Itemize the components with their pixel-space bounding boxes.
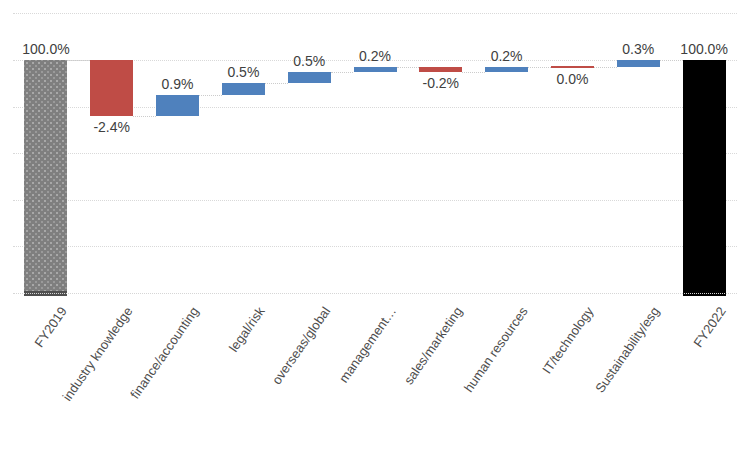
data-label-sales-marketing: -0.2%: [406, 76, 476, 91]
x-axis-label-overseas-global: overseas/global: [269, 304, 334, 387]
x-axis-label-management: management…: [336, 304, 399, 385]
bar-fy2019: [24, 60, 67, 295]
gridline-102: [13, 13, 737, 14]
x-axis-label-finance-accounting: finance/accounting: [127, 304, 201, 401]
connector-5: [397, 67, 420, 68]
data-label-legal-risk: 0.5%: [208, 65, 278, 80]
gridline-94: [13, 200, 737, 201]
x-axis-label-human-resources: human resources: [461, 304, 531, 395]
connector-2: [199, 95, 222, 96]
x-axis-label-industry-knowledge: industry knowledge: [60, 304, 136, 404]
bar-overseas-global: [288, 72, 331, 84]
x-axis-label-fy2019: FY2019: [32, 304, 70, 350]
gridline-92: [13, 246, 737, 247]
bar-industry-knowledge: [90, 60, 133, 116]
bar-sustainability-esg: [617, 60, 660, 67]
bar-fy2022: [683, 60, 726, 295]
connector-0: [67, 60, 90, 61]
x-axis-line: [13, 293, 737, 294]
bar-legal-risk: [222, 83, 265, 95]
x-axis-label-fy2022: FY2022: [690, 304, 728, 350]
x-axis-label-it-technology: IT/technology: [540, 304, 597, 377]
connector-8: [594, 67, 617, 68]
data-label-sustainability-esg: 0.3%: [603, 42, 673, 57]
connector-4: [331, 72, 354, 73]
bar-human-resources: [485, 67, 528, 72]
x-axis-label-sustainability-esg: Sustainability/esg: [592, 304, 662, 395]
data-label-finance-accounting: 0.9%: [143, 77, 213, 92]
data-label-fy2019: 100.0%: [11, 42, 81, 57]
data-label-management: 0.2%: [340, 49, 410, 64]
connector-7: [528, 67, 551, 68]
x-axis-label-legal-risk: legal/risk: [226, 304, 268, 355]
connector-3: [265, 83, 288, 84]
connector-1: [133, 116, 156, 117]
x-axis-label-sales-marketing: sales/marketing: [401, 304, 466, 387]
data-label-fy2022: 100.0%: [669, 42, 739, 57]
data-label-industry-knowledge: -2.4%: [77, 120, 147, 135]
bar-finance-accounting: [156, 95, 199, 116]
connector-6: [462, 72, 485, 73]
connector-9: [660, 60, 683, 61]
bar-sales-marketing: [419, 67, 462, 72]
data-label-human-resources: 0.2%: [472, 49, 542, 64]
gridline-96: [13, 153, 737, 154]
data-label-overseas-global: 0.5%: [274, 54, 344, 69]
data-label-it-technology: 0.0%: [538, 72, 608, 87]
bar-it-technology: [551, 66, 594, 68]
waterfall-chart: 100.0%-2.4%0.9%0.5%0.5%0.2%-0.2%0.2%0.0%…: [0, 0, 751, 451]
bar-management: [354, 67, 397, 72]
